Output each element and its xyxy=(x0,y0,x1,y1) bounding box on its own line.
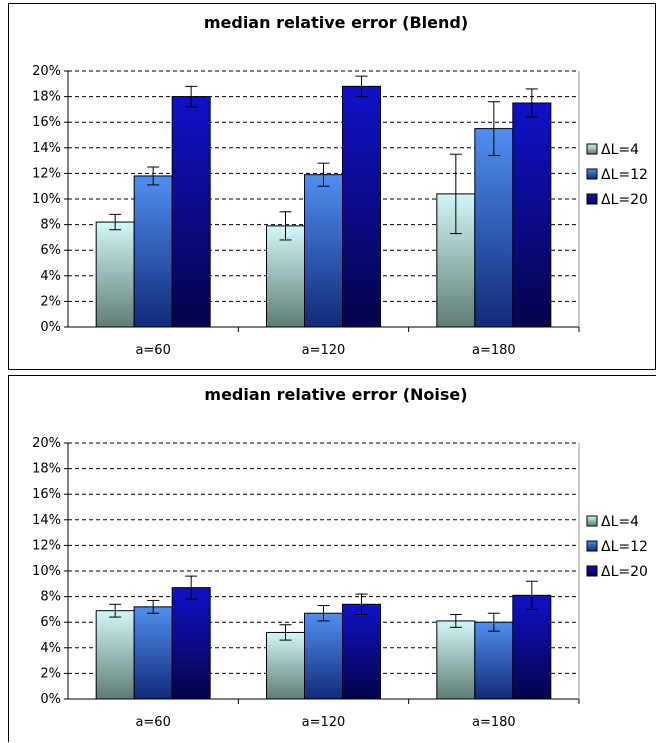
bar-L=20-a=60 xyxy=(171,587,211,700)
bar-L=12-a=60 xyxy=(133,175,173,328)
y-tick-label: 4% xyxy=(40,269,61,284)
y-tick-label: 8% xyxy=(40,590,61,605)
y-tick-label: 2% xyxy=(40,666,61,681)
chart-panel-noise: median relative error (Noise) 0% 2% 4% 6% 8% 1… xyxy=(8,375,656,742)
y-tick-label: 10% xyxy=(32,192,61,207)
legend-swatch xyxy=(586,515,598,527)
legend-swatch xyxy=(586,193,598,205)
y-tick-label: 12% xyxy=(32,166,61,181)
y-tick-label: 8% xyxy=(40,218,61,233)
y-tick-label: 6% xyxy=(40,243,61,258)
legend-label: ΔL=20 xyxy=(601,564,648,580)
bar-L=4-a=120 xyxy=(266,225,305,328)
legend-swatch xyxy=(586,540,598,552)
x-tick-label: a=60 xyxy=(135,343,170,358)
x-tick-label: a=120 xyxy=(302,343,346,358)
chart-title: median relative error (Blend) xyxy=(204,13,468,32)
bar-L=12-a=180 xyxy=(474,621,514,700)
y-tick-label: 14% xyxy=(32,513,61,528)
bar-L=4-a=60 xyxy=(95,610,135,700)
legend-swatch xyxy=(586,143,598,155)
bar-L=20-a=60 xyxy=(171,96,211,328)
y-tick-label: 16% xyxy=(32,487,61,502)
bar-L=4-a=120 xyxy=(266,631,305,700)
y-tick-label: 20% xyxy=(32,436,61,451)
y-tick-label: 20% xyxy=(32,64,61,79)
y-tick-label: 16% xyxy=(32,115,61,130)
x-tick-label: a=120 xyxy=(302,715,346,730)
legend-label: ΔL=20 xyxy=(601,192,648,208)
y-tick-label: 4% xyxy=(40,641,61,656)
bar-L=20-a=180 xyxy=(512,594,552,700)
y-tick-label: 2% xyxy=(40,294,61,309)
bar-L=20-a=120 xyxy=(342,85,381,328)
bar-L=12-a=120 xyxy=(304,612,343,700)
legend-label: ΔL=4 xyxy=(601,514,639,530)
y-tick-label: 0% xyxy=(40,692,61,707)
y-tick-label: 18% xyxy=(32,462,61,477)
chart-title: median relative error (Noise) xyxy=(204,385,467,404)
legend-label: ΔL=12 xyxy=(601,539,648,555)
bar-L=12-a=60 xyxy=(133,606,173,700)
legend-label: ΔL=4 xyxy=(601,142,639,158)
bar-L=20-a=120 xyxy=(342,603,381,700)
y-tick-label: 14% xyxy=(32,141,61,156)
bar-L=20-a=180 xyxy=(512,102,552,328)
y-tick-label: 0% xyxy=(40,320,61,335)
legend-swatch xyxy=(586,168,598,180)
bar-L=12-a=120 xyxy=(304,174,343,328)
y-tick-label: 10% xyxy=(32,564,61,579)
y-tick-label: 6% xyxy=(40,615,61,630)
y-tick-label: 18% xyxy=(32,90,61,105)
bar-L=4-a=180 xyxy=(436,620,476,700)
legend-label: ΔL=12 xyxy=(601,167,648,183)
legend-swatch xyxy=(586,565,598,577)
chart-svg-blend: median relative error (Blend) 0% 2% 4% 6% 8% 1… xyxy=(32,13,648,358)
x-tick-label: a=180 xyxy=(472,343,516,358)
y-tick-label: 12% xyxy=(32,538,61,553)
bar-L=4-a=60 xyxy=(95,221,135,328)
chart-svg-noise: median relative error (Noise) 0% 2% 4% 6% 8% 1… xyxy=(32,385,648,730)
x-tick-label: a=180 xyxy=(472,715,516,730)
x-tick-label: a=60 xyxy=(135,715,170,730)
bar-L=12-a=180 xyxy=(474,128,514,328)
chart-panel-blend: median relative error (Blend) 0% 2% 4% 6% 8% 1… xyxy=(8,3,656,370)
